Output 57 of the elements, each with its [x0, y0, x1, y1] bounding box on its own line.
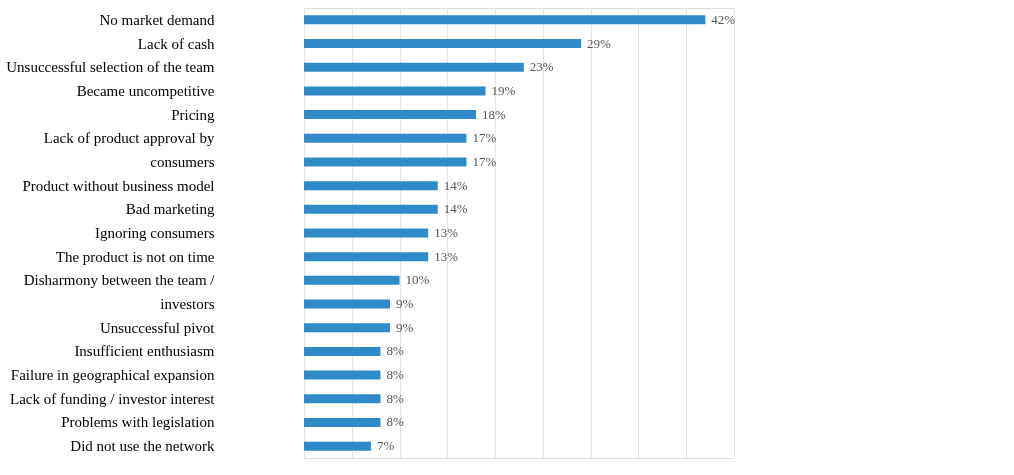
data-label: 29%	[587, 35, 612, 51]
bar	[304, 204, 438, 214]
bar	[304, 299, 390, 309]
y-tick-label: Pricing	[171, 106, 215, 123]
data-label: 9%	[396, 319, 414, 335]
data-label: 19%	[491, 82, 516, 98]
data-label: 8%	[386, 343, 404, 359]
y-tick-label: Did not use the network	[70, 438, 215, 455]
bar	[304, 228, 429, 238]
bar	[304, 441, 371, 451]
data-label: 14%	[443, 201, 468, 217]
bar	[304, 15, 706, 25]
bar	[304, 157, 467, 167]
bar	[304, 346, 381, 356]
bar	[304, 370, 381, 380]
data-label: 9%	[396, 296, 414, 312]
y-tick-label: Lack of funding / investor interest	[9, 390, 216, 407]
y-tick-label: Ignoring consumers	[94, 225, 215, 241]
y-tick-label: The product is not on time	[55, 248, 215, 265]
bar	[304, 275, 400, 285]
y-tick-label: Product without business model	[22, 177, 215, 194]
y-tick-label: Lack of product approval by	[43, 130, 215, 147]
bar	[304, 181, 438, 191]
bar	[304, 133, 467, 143]
y-tick-label: Disharmony between the team /	[23, 272, 216, 289]
y-tick-label: Failure in geographical expansion	[10, 367, 215, 384]
y-tick-label: Insufficient enthusiasm	[74, 343, 215, 360]
bar	[304, 39, 582, 49]
bar	[304, 62, 524, 72]
data-label: 23%	[529, 59, 554, 75]
y-tick-label: investors	[160, 296, 215, 313]
data-label: 8%	[386, 390, 404, 406]
data-label: 8%	[386, 414, 404, 430]
data-label: 13%	[434, 248, 459, 264]
y-tick-label: Bad marketing	[125, 201, 215, 218]
bar	[304, 110, 476, 120]
data-label: 10%	[405, 272, 430, 288]
data-label: 8%	[386, 367, 404, 383]
y-tick-label: Unsuccessful selection of the team	[6, 59, 215, 76]
data-label: 42%	[711, 11, 736, 27]
data-label: 13%	[434, 225, 459, 240]
bar	[304, 417, 381, 427]
bar	[304, 394, 381, 404]
bar	[304, 323, 390, 333]
y-tick-label: No market demand	[99, 11, 215, 28]
y-tick-label: Became uncompetitive	[76, 82, 215, 99]
data-label: 17%	[472, 153, 497, 169]
data-label: 18%	[482, 106, 506, 122]
y-tick-label: Lack of cash	[137, 35, 215, 52]
data-label: 17%	[472, 130, 497, 146]
y-tick-label: Unsuccessful pivot	[99, 319, 216, 336]
bar	[304, 86, 486, 96]
y-tick-label: Problems with legislation	[61, 414, 215, 431]
data-label: 14%	[443, 177, 468, 193]
bar	[304, 252, 429, 262]
data-label: 7%	[376, 438, 395, 454]
y-tick-label: consumers	[150, 153, 215, 170]
